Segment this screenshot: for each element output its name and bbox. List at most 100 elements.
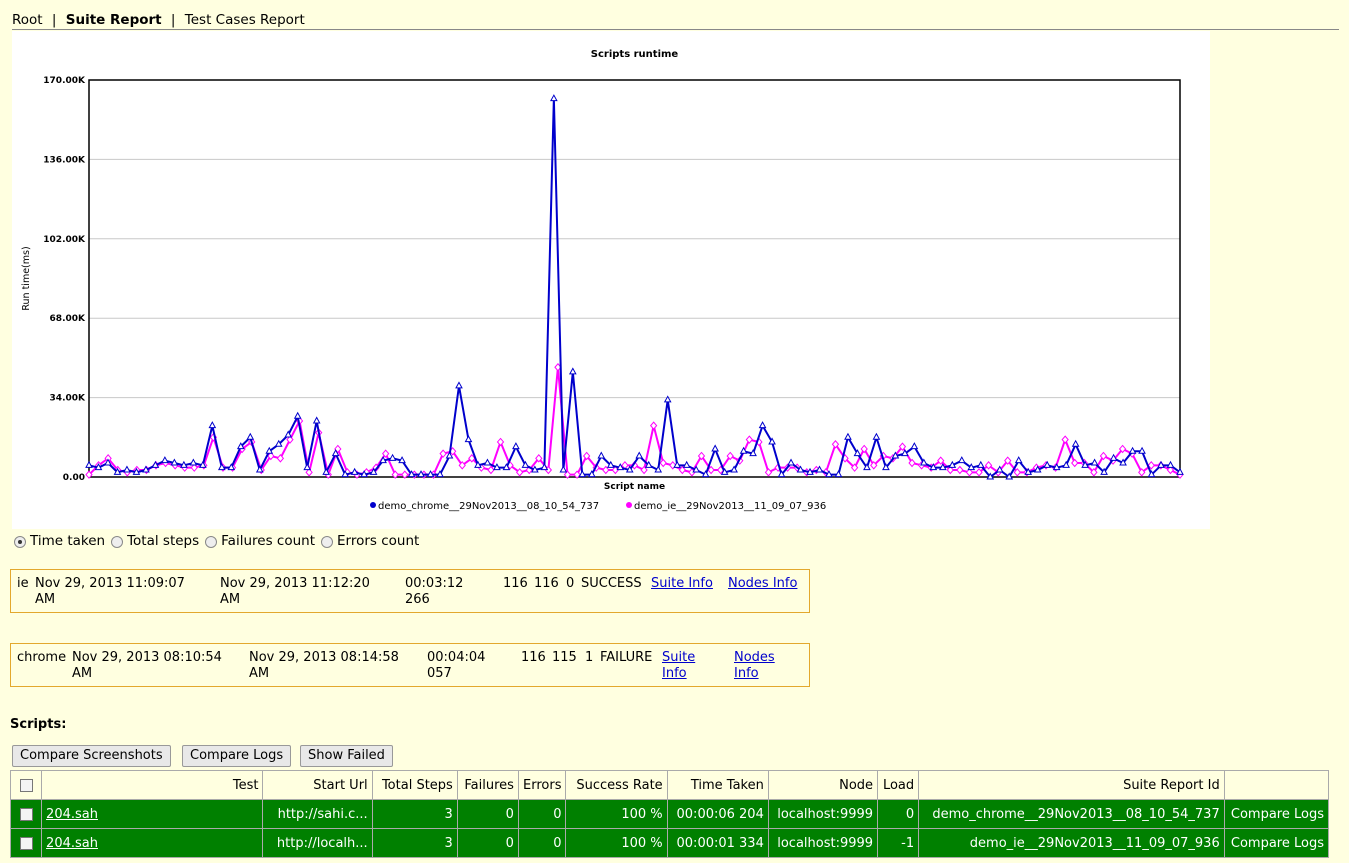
series-point <box>825 470 833 478</box>
suite-info-link[interactable]: Suite Info <box>651 576 713 591</box>
series-point <box>654 465 663 473</box>
y-tick-label: 0.00 <box>63 473 85 483</box>
series-point <box>303 463 312 471</box>
radio-label: Failures count <box>221 533 315 549</box>
series-point <box>587 470 596 478</box>
row-checkbox[interactable] <box>19 807 33 821</box>
radio-time-taken[interactable]: Time taken <box>14 533 105 549</box>
series-point <box>1128 446 1137 454</box>
series-point <box>286 435 294 444</box>
series-point <box>644 460 653 468</box>
y-tick-label: 68.00K <box>50 314 86 324</box>
radio-button-icon[interactable] <box>14 536 26 548</box>
legend-label: demo_ie__29Nov2013__11_09_07_936 <box>634 501 826 512</box>
series-point <box>682 460 691 468</box>
series-point <box>957 456 966 464</box>
series-point <box>104 458 112 466</box>
cell-suite-report-id: demo_ie__29Nov2013__11_09_07_936 <box>918 828 1225 858</box>
nodes-info-link[interactable]: Nodes Info <box>734 650 775 681</box>
series-point <box>1138 468 1146 477</box>
runtime-chart-svg: Scripts runtime 0.00 34.00K 68.00K 102.00K 13… <box>21 49 1184 512</box>
header-total-steps[interactable]: Total Steps <box>371 770 458 800</box>
series-point <box>246 432 255 440</box>
compare-logs-button[interactable]: Compare Logs <box>182 745 292 767</box>
radio-button-icon[interactable] <box>320 536 333 548</box>
radio-failures-count[interactable]: Failures count <box>205 533 315 549</box>
select-all-checkbox[interactable] <box>19 778 33 792</box>
breadcrumb-test-cases-report-link[interactable]: Test Cases Report <box>184 12 305 28</box>
series-point <box>550 94 558 102</box>
breadcrumb-separator: | <box>51 12 57 28</box>
series-point <box>217 463 226 471</box>
series-point <box>274 439 283 447</box>
series-point <box>190 463 198 472</box>
series-point <box>568 367 577 375</box>
series-point <box>882 463 890 471</box>
series-point <box>388 453 397 461</box>
header-success-rate[interactable]: Success Rate <box>565 770 668 800</box>
scripts-table: Test Start Url Total Steps Failures Erro… <box>9 770 1330 858</box>
series-point <box>726 451 734 461</box>
test-link[interactable]: 204.sah <box>46 835 98 851</box>
series-point <box>1138 446 1146 454</box>
series-line <box>88 367 1181 479</box>
series-point <box>1071 458 1079 468</box>
suite-end-time: Nov 29, 2013 11:12:20 AM <box>220 576 370 607</box>
series-point <box>1119 458 1127 466</box>
compare-logs-cell-link[interactable]: Compare Logs <box>1223 828 1330 858</box>
radio-label: Total steps <box>127 533 200 549</box>
series-point <box>975 468 983 477</box>
series-point <box>170 458 179 466</box>
compare-logs-cell-link[interactable]: Compare Logs <box>1223 799 1330 829</box>
series-point <box>1099 451 1108 461</box>
series-line <box>88 98 1181 479</box>
series-point <box>1118 444 1127 454</box>
cell-total-steps: 3 <box>371 828 458 858</box>
radio-errors-count[interactable]: Errors count <box>320 533 419 549</box>
series-point <box>227 463 236 471</box>
row-checkbox[interactable] <box>19 836 33 850</box>
header-actions <box>1223 770 1330 800</box>
show-failed-button[interactable]: Show Failed <box>300 745 393 767</box>
series-point <box>908 458 916 468</box>
series-point <box>496 437 505 447</box>
header-failures[interactable]: Failures <box>456 770 519 800</box>
series-point <box>276 454 285 463</box>
series-point <box>787 458 795 466</box>
series-point <box>948 460 957 468</box>
series-point <box>1100 467 1108 475</box>
suite-total-count: 116 <box>521 650 546 665</box>
header-errors[interactable]: Errors <box>517 770 567 800</box>
radio-button-icon[interactable] <box>111 536 124 548</box>
header-suite-report-id[interactable]: Suite Report Id <box>918 770 1225 800</box>
series-point <box>255 465 264 473</box>
suite-summary-chrome: chrome Nov 29, 2013 08:10:54 AM Nov 29, … <box>10 643 810 687</box>
nodes-info-link[interactable]: Nodes Info <box>728 576 798 591</box>
header-load[interactable]: Load <box>877 770 920 800</box>
series-point <box>986 472 995 480</box>
series-point <box>350 467 359 475</box>
compare-screenshots-button[interactable]: Compare Screenshots <box>12 745 171 767</box>
series-point <box>180 460 188 468</box>
radio-button-icon[interactable] <box>205 536 218 548</box>
cell-errors: 0 <box>517 828 567 858</box>
series-point <box>920 458 928 466</box>
header-time-taken[interactable]: Time Taken <box>666 770 769 800</box>
runtime-chart: Scripts runtime 0.00 34.00K 68.00K 102.00K 13… <box>12 31 1210 529</box>
radio-total-steps[interactable]: Total steps <box>111 533 199 549</box>
series-point <box>831 440 840 449</box>
header-node[interactable]: Node <box>767 770 879 800</box>
series-point <box>976 460 985 468</box>
y-tick-label: 136.00K <box>43 155 86 165</box>
series-point <box>863 463 871 471</box>
suite-info-link[interactable]: Suite Info <box>662 650 696 681</box>
cell-errors: 0 <box>517 799 567 829</box>
header-start-url[interactable]: Start Url <box>262 770 373 800</box>
radio-label: Time taken <box>30 533 106 549</box>
series-point <box>1014 456 1023 464</box>
header-test[interactable]: Test <box>41 770 264 800</box>
series-point <box>965 468 974 477</box>
breadcrumb-root-link[interactable]: Root <box>12 12 43 28</box>
series-point <box>764 468 773 477</box>
test-link[interactable]: 204.sah <box>46 806 98 822</box>
